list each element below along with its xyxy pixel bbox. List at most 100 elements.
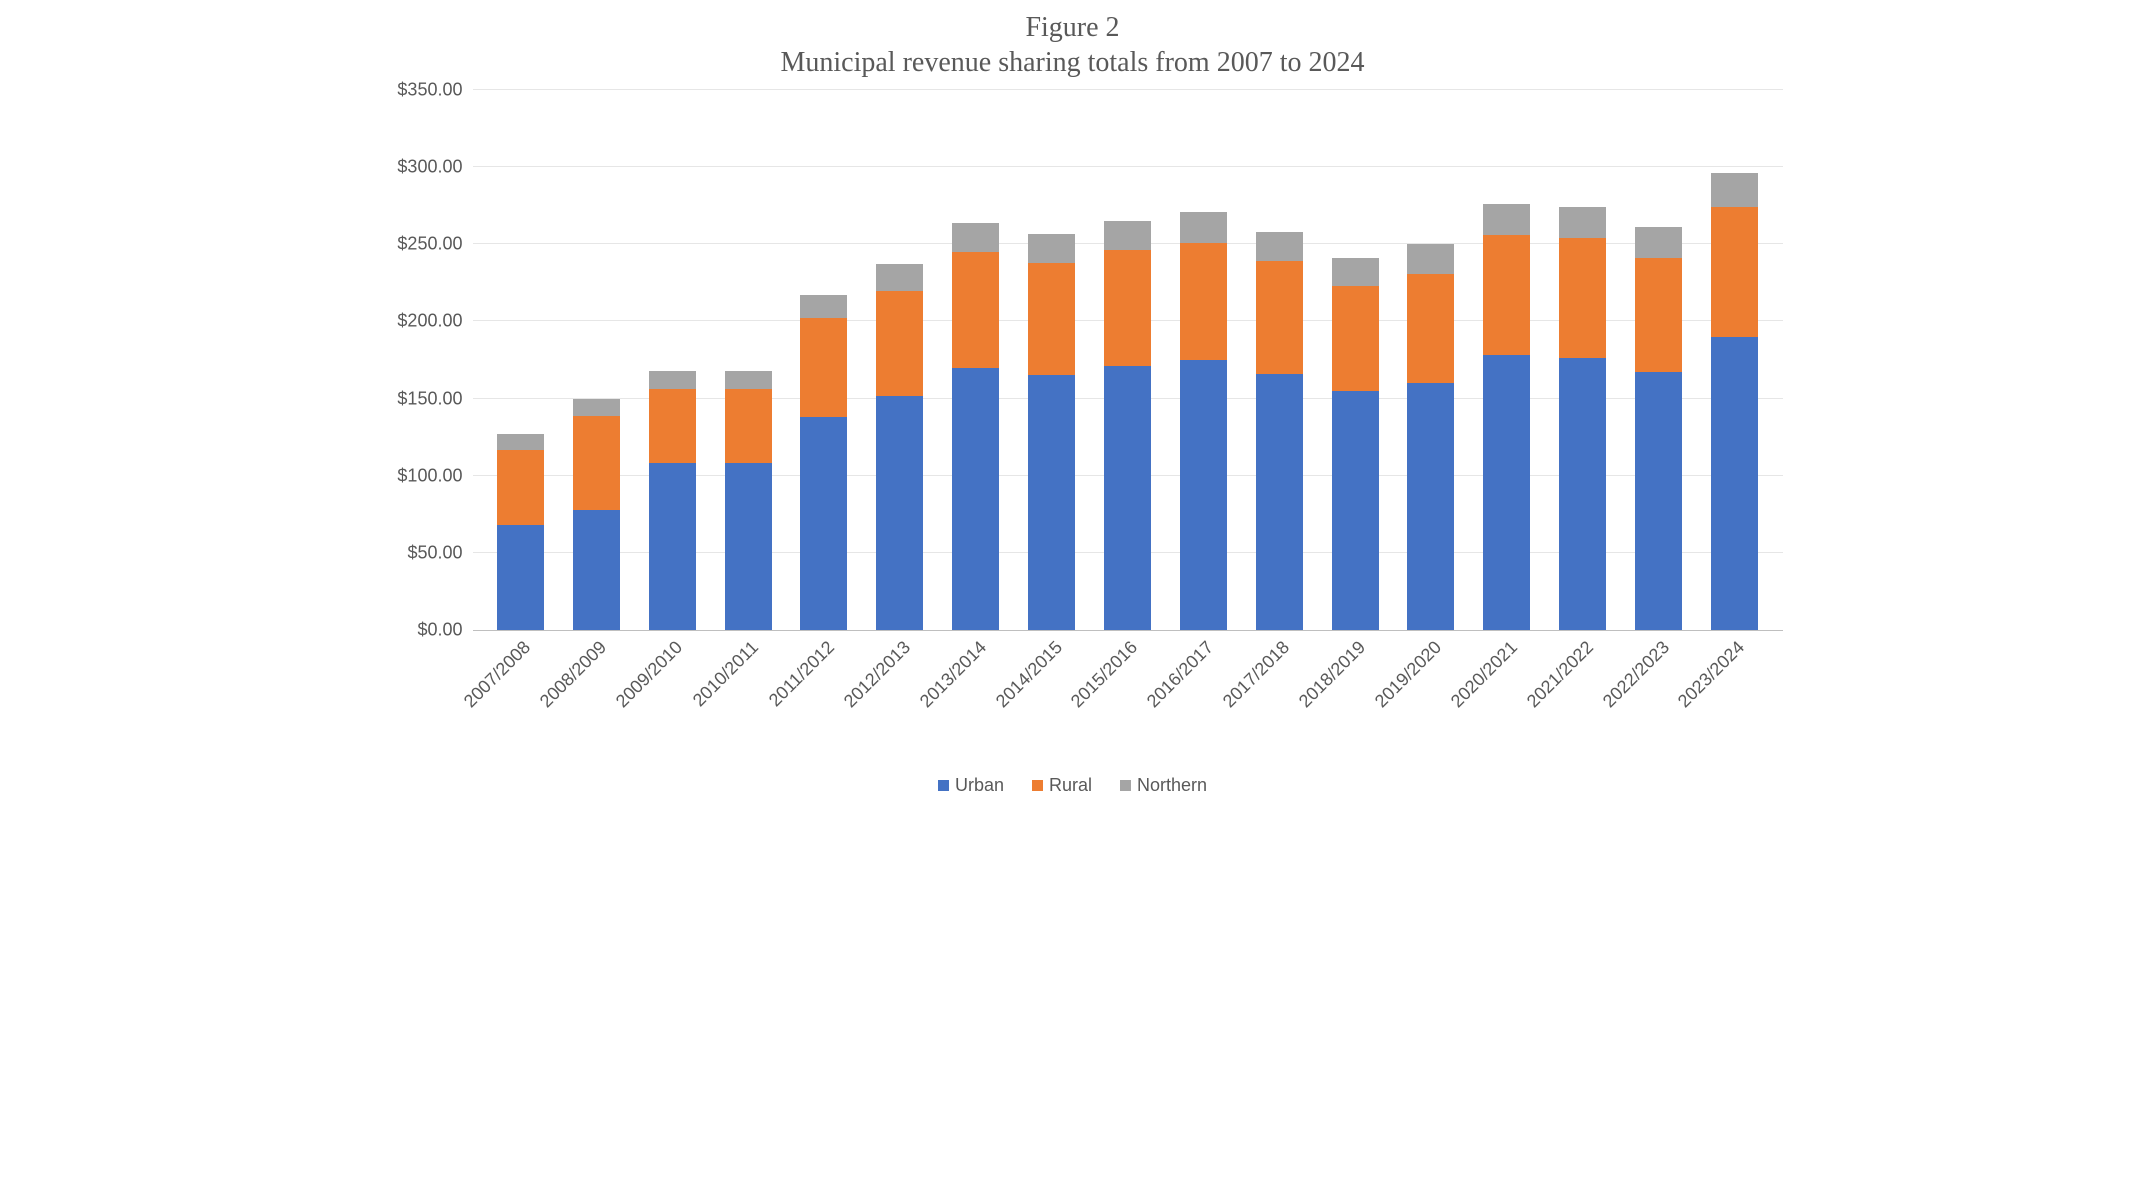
bar-column: [1545, 90, 1621, 630]
legend-swatch: [1032, 780, 1043, 791]
y-tick-label: $50.00: [407, 542, 462, 563]
bar-column: [1014, 90, 1090, 630]
bar-segment-rural: [1483, 235, 1530, 355]
bar-column: [483, 90, 559, 630]
y-tick-label: $300.00: [397, 157, 462, 178]
bar-column: [1697, 90, 1773, 630]
figure-number: Figure 2: [363, 10, 1783, 45]
stacked-bar: [1635, 227, 1682, 630]
bar-segment-urban: [725, 463, 772, 630]
bar-segment-rural: [952, 252, 999, 368]
bar-segment-northern: [1332, 258, 1379, 286]
bar-segment-northern: [573, 399, 620, 416]
legend-item-urban: Urban: [938, 775, 1004, 796]
stacked-bar: [952, 223, 999, 630]
bar-column: [862, 90, 938, 630]
bar-segment-urban: [876, 396, 923, 631]
legend-item-rural: Rural: [1032, 775, 1092, 796]
bar-segment-urban: [1559, 358, 1606, 630]
figure: Figure 2 Municipal revenue sharing total…: [343, 0, 1803, 816]
stacked-bar: [725, 371, 772, 630]
bar-segment-northern: [1635, 227, 1682, 258]
plot-area: [473, 90, 1783, 631]
bar-column: [710, 90, 786, 630]
stacked-bar: [876, 264, 923, 630]
x-tick-label: 2007/2008: [460, 637, 535, 712]
y-tick-label: $200.00: [397, 311, 462, 332]
bar-column: [1621, 90, 1697, 630]
bar-segment-rural: [725, 389, 772, 463]
stacked-bar: [1104, 221, 1151, 630]
bar-segment-rural: [1028, 263, 1075, 376]
stacked-bar: [1256, 232, 1303, 630]
bar-segment-rural: [1104, 250, 1151, 366]
stacked-bar: [1559, 207, 1606, 630]
bar-segment-rural: [1332, 286, 1379, 391]
stacked-bar: [1711, 173, 1758, 630]
y-axis: $0.00$50.00$100.00$150.00$200.00$250.00$…: [363, 90, 473, 630]
stacked-bar: [573, 399, 620, 630]
bar-segment-urban: [1256, 374, 1303, 630]
bar-segment-northern: [649, 371, 696, 390]
bar-segment-urban: [1104, 366, 1151, 630]
bar-column: [1317, 90, 1393, 630]
bar-segment-rural: [1635, 258, 1682, 372]
chart-title: Municipal revenue sharing totals from 20…: [363, 45, 1783, 80]
bar-segment-urban: [573, 510, 620, 630]
bar-segment-rural: [1256, 261, 1303, 374]
bar-segment-northern: [725, 371, 772, 390]
bar-segment-rural: [1407, 274, 1454, 384]
y-tick-label: $150.00: [397, 388, 462, 409]
bar-segment-urban: [1332, 391, 1379, 630]
stacked-bar: [649, 371, 696, 630]
bar-column: [786, 90, 862, 630]
bar-segment-northern: [1559, 207, 1606, 238]
stacked-bar: [497, 434, 544, 630]
bar-segment-rural: [876, 291, 923, 396]
bar-segment-rural: [649, 389, 696, 463]
bar-segment-northern: [1028, 234, 1075, 263]
stacked-bar: [1180, 212, 1227, 630]
stacked-bar: [1407, 244, 1454, 630]
bar-segment-rural: [573, 416, 620, 510]
bar-segment-urban: [1407, 383, 1454, 630]
bar-segment-northern: [1483, 204, 1530, 235]
bar-segment-northern: [1180, 212, 1227, 243]
bar-segment-urban: [800, 417, 847, 630]
legend-label: Rural: [1049, 775, 1092, 796]
plot-wrap: $0.00$50.00$100.00$150.00$200.00$250.00$…: [363, 90, 1783, 771]
legend-swatch: [1120, 780, 1131, 791]
bar-segment-rural: [800, 318, 847, 417]
bar-segment-northern: [800, 295, 847, 318]
bar-segment-northern: [1256, 232, 1303, 261]
bar-column: [1469, 90, 1545, 630]
legend-item-northern: Northern: [1120, 775, 1207, 796]
bar-segment-urban: [649, 463, 696, 630]
bar-segment-northern: [952, 223, 999, 252]
legend: Urban Rural Northern: [363, 775, 1783, 796]
bar-segment-northern: [876, 264, 923, 290]
bar-segment-urban: [1711, 337, 1758, 630]
bar-segment-northern: [1407, 244, 1454, 273]
bar-segment-urban: [1028, 375, 1075, 630]
stacked-bar: [1332, 258, 1379, 630]
x-tick: 2023/2024: [1697, 631, 1773, 771]
stacked-bar: [800, 295, 847, 630]
bar-segment-urban: [1483, 355, 1530, 630]
bar-segment-northern: [497, 434, 544, 449]
bar-segment-rural: [1180, 243, 1227, 360]
stacked-bar: [1483, 204, 1530, 630]
y-tick-label: $100.00: [397, 465, 462, 486]
bar-segment-northern: [1104, 221, 1151, 250]
bar-column: [634, 90, 710, 630]
bar-column: [938, 90, 1014, 630]
legend-swatch: [938, 780, 949, 791]
bar-segment-urban: [1635, 372, 1682, 630]
bar-segment-rural: [1559, 238, 1606, 358]
bars-container: [473, 90, 1783, 630]
bar-column: [1090, 90, 1166, 630]
bar-segment-rural: [497, 450, 544, 526]
bar-column: [558, 90, 634, 630]
bar-column: [1393, 90, 1469, 630]
y-tick-label: $250.00: [397, 234, 462, 255]
